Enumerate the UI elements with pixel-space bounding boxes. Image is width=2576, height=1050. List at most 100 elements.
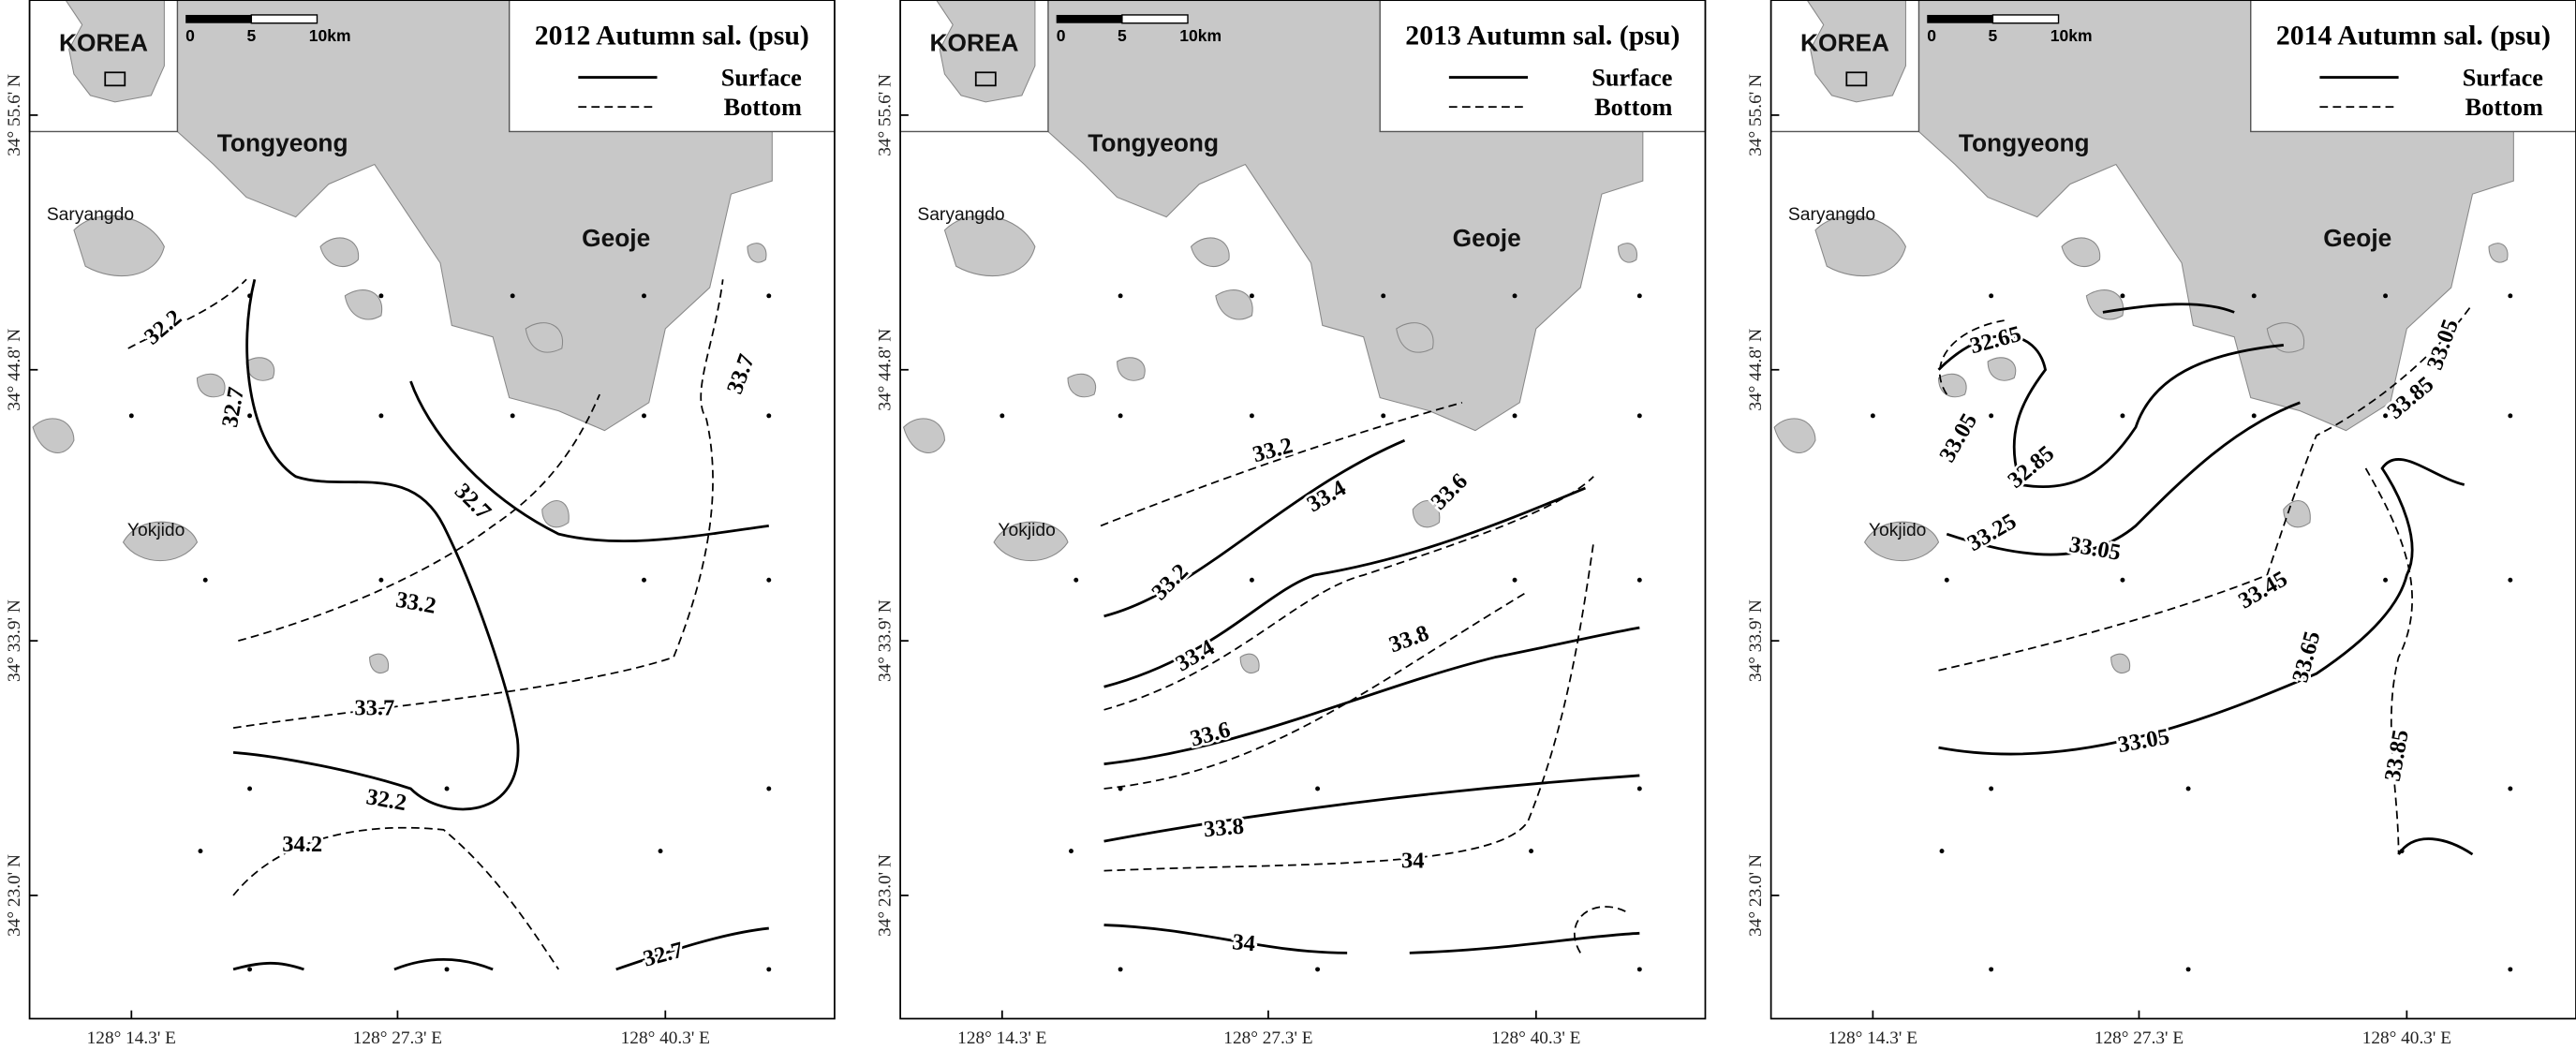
scale-label: 5: [1989, 26, 1998, 45]
land: [122, 521, 199, 562]
place-name: Tongyeong: [217, 129, 348, 157]
scale-label: 0: [1057, 26, 1066, 45]
station: [1870, 413, 1875, 419]
land: [1617, 243, 1638, 263]
legend-label: Surface: [721, 64, 802, 91]
station: [2508, 293, 2513, 299]
land: [319, 237, 359, 268]
surface-contour: [1103, 438, 1406, 618]
station: [2508, 413, 2513, 419]
scale-white: [250, 14, 318, 24]
lat-label: 34° 44.8' N: [5, 329, 24, 411]
lat-label: 34° 44.8' N: [876, 329, 896, 411]
lat-label: 34° 55.6' N: [1746, 74, 1766, 156]
land: [1917, 0, 2514, 432]
legend-label: Surface: [2463, 64, 2543, 91]
land: [176, 0, 773, 432]
inset-land: [935, 0, 1036, 103]
land: [32, 418, 75, 453]
station: [1636, 293, 1642, 299]
station: [1249, 293, 1254, 299]
station: [1073, 577, 1079, 583]
lon-label: 128° 14.3' E: [87, 1028, 176, 1048]
surface-contour: [232, 278, 520, 811]
inset-marker: [104, 71, 126, 87]
inset-marker: [974, 71, 997, 87]
station: [1118, 967, 1123, 972]
place-name: Saryangdo: [917, 205, 1004, 225]
contour-label: 34: [1231, 929, 1256, 956]
station: [2251, 293, 2257, 299]
lat-label: 34° 33.9' N: [876, 599, 896, 682]
place-name: Tongyeong: [1088, 129, 1219, 157]
lon-label: 128° 40.3' E: [2362, 1028, 2451, 1048]
bottom-contour: [1103, 590, 1529, 790]
scale-white: [1991, 14, 2060, 24]
map-panel: KOREA 0 5 10km 2012 Autumn sal. (psu) Surface…: [5, 0, 836, 1048]
surface-contour: [2397, 837, 2474, 856]
station: [1989, 967, 1994, 972]
surface-contour: [1103, 924, 1348, 954]
land: [1215, 289, 1253, 320]
station: [378, 577, 384, 583]
surface-contour: [1938, 457, 2465, 756]
inset-label: KOREA: [59, 29, 148, 57]
station: [1529, 849, 1534, 854]
land: [2061, 237, 2101, 268]
station: [202, 577, 208, 583]
station: [2120, 293, 2125, 299]
lat-label: 34° 23.0' N: [876, 854, 896, 937]
inset-land: [65, 0, 165, 103]
station: [766, 577, 772, 583]
inset-land: [1806, 0, 1906, 103]
map-frame: [899, 0, 1707, 1020]
bottom-contour: [1574, 906, 1627, 954]
station: [1118, 413, 1123, 419]
station: [2508, 786, 2513, 791]
legend-box: [1379, 0, 1707, 133]
land: [525, 322, 564, 353]
inset-label: KOREA: [1800, 29, 1889, 57]
scale-label: 5: [246, 26, 256, 45]
station: [642, 577, 646, 583]
land: [2085, 289, 2124, 320]
station: [1249, 413, 1254, 419]
lat-label: 34° 23.0' N: [5, 854, 24, 937]
station: [1249, 577, 1254, 583]
land: [2283, 500, 2311, 528]
land: [1987, 357, 2017, 381]
scale-black: [1056, 14, 1122, 23]
map-frame: [28, 0, 836, 1020]
legend-label: Bottom: [2465, 94, 2543, 121]
land: [1117, 357, 1146, 381]
land: [1190, 237, 1230, 268]
station: [1315, 786, 1321, 791]
legend-label: Bottom: [1594, 94, 1672, 121]
surface-contour: [1937, 334, 2284, 489]
station: [1069, 849, 1073, 854]
station: [2120, 577, 2125, 583]
scale-black: [185, 14, 252, 23]
place-name: Tongyeong: [1959, 129, 2090, 157]
surface-contour: [615, 926, 769, 971]
station: [1944, 577, 1949, 583]
lat-label: 34° 33.9' N: [5, 599, 24, 682]
land: [196, 373, 226, 398]
station: [1381, 293, 1386, 299]
station: [2185, 967, 2191, 972]
surface-contour: [393, 958, 494, 971]
lat-label: 34° 55.6' N: [5, 74, 24, 156]
lat-label: 34° 23.0' N: [1746, 854, 1766, 937]
place-name: Yokjido: [998, 521, 1055, 540]
panel-title: 2012 Autumn sal. (psu): [535, 21, 809, 52]
scale-label: 5: [1118, 26, 1127, 45]
lon-label: 128° 40.3' E: [621, 1028, 710, 1048]
contour-label: 34.2: [282, 832, 322, 857]
contour-label: 33.8: [1203, 814, 1245, 843]
scale-label: 10km: [2050, 26, 2093, 45]
station: [1636, 967, 1642, 972]
land: [541, 500, 570, 528]
station: [1636, 413, 1642, 419]
lon-label: 128° 27.3' E: [2095, 1028, 2184, 1048]
